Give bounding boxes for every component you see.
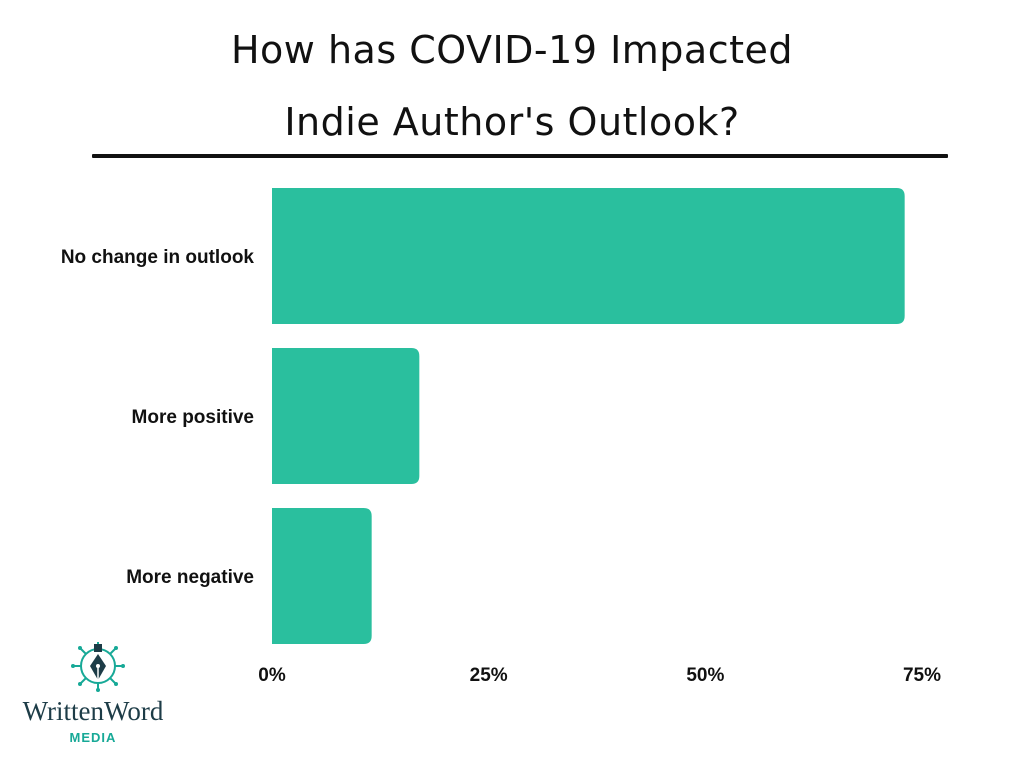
chart-title-line-1: How has COVID-19 Impacted bbox=[230, 28, 794, 72]
x-tick-label: 25% bbox=[470, 665, 508, 686]
pen-nib-circuit-icon bbox=[71, 642, 125, 692]
brand-logo: WrittenWord MEDIA bbox=[8, 636, 178, 754]
category-label: No change in outlook bbox=[61, 247, 255, 268]
bar-more-negative bbox=[272, 508, 372, 644]
x-tick-label: 75% bbox=[903, 665, 941, 686]
title-divider bbox=[92, 154, 948, 158]
brand-subtitle: MEDIA bbox=[69, 730, 117, 745]
chart-title-line-2: Indie Author's Outlook? bbox=[284, 100, 740, 144]
brand-name: WrittenWord bbox=[22, 696, 164, 726]
x-tick-label: 0% bbox=[258, 665, 286, 686]
category-label: More negative bbox=[126, 567, 254, 588]
bar-no-change-in-outlook bbox=[272, 188, 905, 324]
bar-more-positive bbox=[272, 348, 420, 484]
category-label: More positive bbox=[132, 407, 254, 428]
x-tick-label: 50% bbox=[686, 665, 724, 686]
